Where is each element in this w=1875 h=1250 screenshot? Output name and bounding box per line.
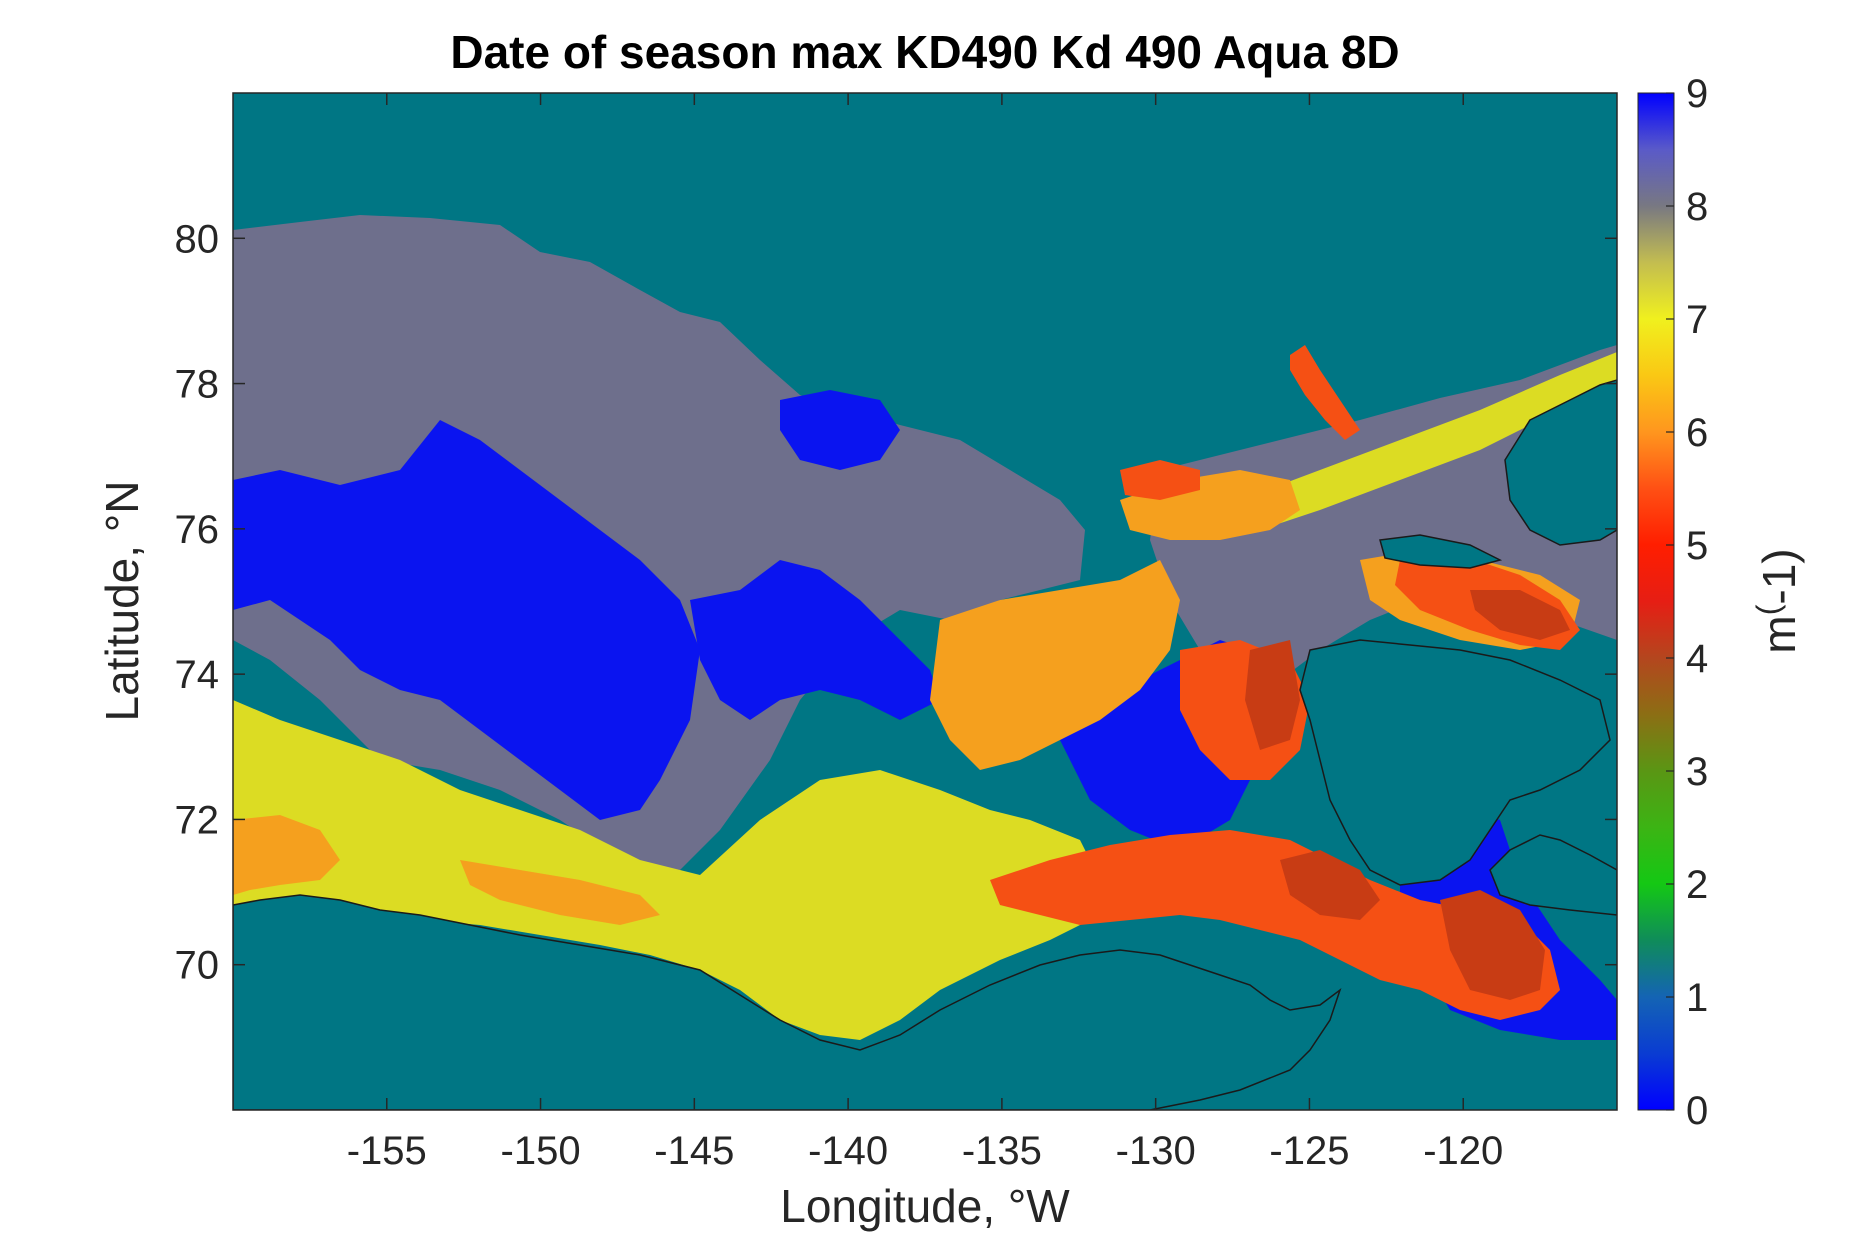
land-prince-patrick: [1504, 379, 1617, 546]
region-red-orange-north-streak: [1290, 345, 1360, 440]
colorbar-tick-label: 2: [1686, 863, 1708, 907]
land-victoria-island: [1489, 834, 1617, 916]
region-orange-west-coast: [233, 815, 340, 895]
y-tick-label: 78: [175, 363, 220, 407]
colorbar-tick-label: 0: [1686, 1089, 1708, 1133]
colorbar-label: m(-1): [1750, 548, 1805, 653]
y-tick-label: 80: [175, 217, 220, 261]
y-tick-label: 72: [175, 798, 220, 842]
region-yellow-south: [233, 700, 1100, 1040]
colorbar-tick-label: 7: [1686, 298, 1708, 342]
land-banks-island: [1299, 639, 1611, 886]
region-dark-red-central: [1245, 640, 1300, 750]
y-tick-label: 70: [175, 944, 220, 988]
x-tick-label: -130: [1116, 1129, 1196, 1173]
x-tick-label: -145: [654, 1129, 734, 1173]
x-axis-ticks: -155 -150 -145 -140 -135 -130 -125 -120: [347, 93, 1503, 1173]
x-axis-label: Longitude, °W: [780, 1180, 1070, 1232]
land-melville-strip: [1379, 534, 1503, 569]
region-dark-red-southeast: [1440, 890, 1545, 1000]
axes-frame: [232, 92, 1618, 1111]
region-red-orange-north-patch: [1120, 460, 1200, 500]
y-tick-label: 76: [175, 508, 220, 552]
colorbar-tick-label: 1: [1686, 976, 1708, 1020]
chart-title: Date of season max KD490 Kd 490 Aqua 8D: [450, 26, 1399, 78]
colorbar-tick-label: 8: [1686, 185, 1708, 229]
colorbar-tick-label: 5: [1686, 524, 1708, 568]
y-tick-label: 74: [175, 653, 220, 697]
colorbar-ticks: 0 1 2 3 4 5 6 7 8 9: [1666, 72, 1708, 1133]
region-orange-south-strip: [460, 860, 660, 925]
colorbar-gradient: [1637, 92, 1675, 1111]
colorbar: 0 1 2 3 4 5 6 7 8 9: [1637, 72, 1708, 1133]
colorbar-tick-label: 9: [1686, 72, 1708, 116]
region-blue-west: [233, 420, 700, 820]
map-plot-area: [233, 93, 1617, 1110]
colorbar-tick-label: 4: [1686, 637, 1708, 681]
x-tick-label: -135: [962, 1129, 1042, 1173]
region-dark-red-east: [1470, 590, 1570, 640]
x-tick-label: -125: [1269, 1129, 1349, 1173]
colorbar-label-tail: -1): [1753, 548, 1805, 604]
y-axis-ticks: 70 72 74 76 78 80: [175, 217, 1617, 988]
region-blue-north-patch: [780, 390, 900, 470]
x-tick-label: -150: [501, 1129, 581, 1173]
colorbar-tick-label: 6: [1686, 411, 1708, 455]
region-blue-central: [690, 560, 940, 720]
region-dark-red-south: [1280, 850, 1380, 920]
colorbar-label-base: m: [1753, 615, 1805, 653]
colorbar-tick-label: 3: [1686, 750, 1708, 794]
region-yellow-northeast: [1240, 352, 1617, 530]
colorbar-label-exponent: (: [1750, 604, 1786, 615]
x-tick-label: -155: [347, 1129, 427, 1173]
region-orange-central: [930, 560, 1180, 770]
x-tick-label: -120: [1423, 1129, 1503, 1173]
region-red-orange-south: [990, 830, 1560, 1020]
y-axis-label: Latitude, °N: [96, 481, 148, 722]
x-tick-label: -140: [808, 1129, 888, 1173]
region-grey-north: [233, 215, 1085, 870]
land-alaska-north-slope: [233, 894, 1342, 1110]
